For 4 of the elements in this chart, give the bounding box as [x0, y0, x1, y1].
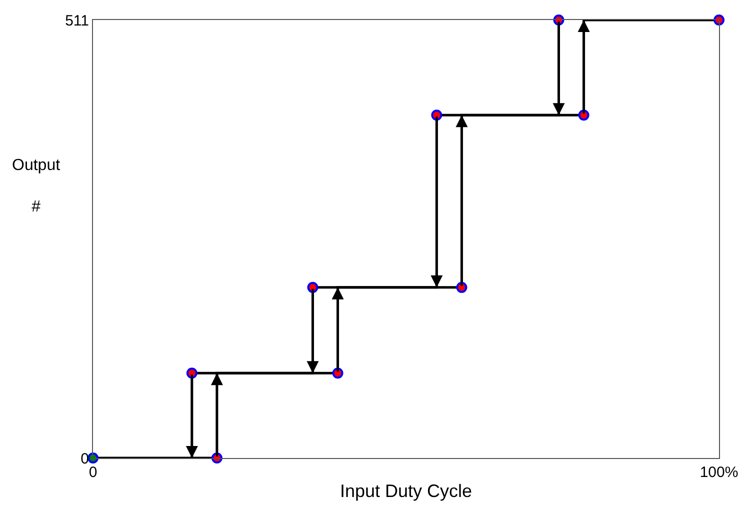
text: Output #: [12, 157, 60, 216]
x-axis-title: Input Duty Cycle: [340, 481, 472, 502]
y-tick-label: 511: [65, 12, 89, 30]
x-tick-label: 100%: [700, 464, 738, 481]
